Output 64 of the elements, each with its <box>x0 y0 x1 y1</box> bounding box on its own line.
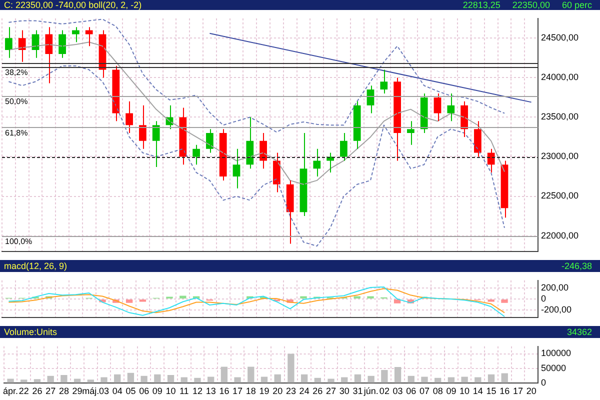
y-tick-label: 24000,00 <box>541 72 579 82</box>
x-tick-label: 22 <box>18 386 29 396</box>
x-tick-label: 28 <box>58 386 69 396</box>
x-tick-label: 13 <box>206 386 216 396</box>
x-tick-label: 06 <box>406 386 416 396</box>
x-tick-label: 24 <box>299 386 310 396</box>
x-tick-label: 15 <box>486 386 496 396</box>
x-tick-label: 26 <box>312 386 323 396</box>
x-tick-label: 27 <box>46 386 56 396</box>
y-tick-label: 0 <box>541 378 546 388</box>
x-tick-label: 12 <box>192 386 202 396</box>
text: 60 perc <box>562 0 592 10</box>
x-tick-label: máj. <box>82 386 100 396</box>
y-tick-label: 0 <box>541 293 546 304</box>
y-tick-label: 50000 <box>541 362 566 373</box>
text: 22350,00 <box>512 0 550 10</box>
annotation: 50,0% <box>5 97 28 106</box>
x-tick-label: 06 <box>139 386 150 396</box>
x-tick-label: 04 <box>112 386 122 396</box>
x-tick-label: 17 <box>232 386 243 396</box>
x-tick-label: 31 <box>352 386 363 396</box>
text: 22813,25 <box>462 0 500 10</box>
y-tick-label: 23500,00 <box>541 112 579 122</box>
y-tick-label: -200,00 <box>541 304 572 314</box>
x-tick-label: 20 <box>526 386 536 396</box>
chart-title: macd(12, 26, 9) <box>4 260 68 272</box>
x-tick-label: 14 <box>472 386 483 396</box>
x-tick-label: 29 <box>72 386 82 396</box>
y-tick-label: 100000 <box>541 348 572 358</box>
x-tick-label: jún. <box>362 386 378 396</box>
annotation: 38,2% <box>5 68 28 77</box>
y-tick-label: 200,00 <box>541 282 569 293</box>
x-tick-label: 26 <box>32 386 42 396</box>
x-tick-label: 05 <box>126 386 136 396</box>
text: 34362 <box>566 326 592 338</box>
x-tick-label: 10 <box>166 386 176 396</box>
x-tick-label: 07 <box>419 386 430 396</box>
x-tick-label: 16 <box>500 386 510 396</box>
x-tick-label: 23 <box>286 386 296 396</box>
annotation: 100,0% <box>5 236 32 246</box>
x-tick-label: ápr. <box>3 386 18 396</box>
chart-title: C: 22350,00 -740,00 boll(20, 2, -2) <box>4 0 142 10</box>
x-tick-label: 17 <box>512 386 523 396</box>
x-tick-label: 10 <box>460 386 470 396</box>
chart-title: Volume:Units <box>4 326 58 338</box>
x-tick-label: 11 <box>179 386 189 396</box>
x-tick-label: 03 <box>392 386 403 396</box>
y-tick-label: 23000,00 <box>541 151 579 162</box>
x-tick-label: 09 <box>446 386 456 396</box>
x-tick-label: 20 <box>272 386 283 396</box>
annotation: 61,8% <box>5 128 28 138</box>
x-tick-label: 30 <box>339 386 350 396</box>
x-tick-label: 18 <box>246 386 256 396</box>
x-tick-label: 02 <box>379 386 390 396</box>
x-tick-label: 08 <box>432 386 443 396</box>
x-tick-label: 03 <box>99 386 110 396</box>
text: -246,38 <box>561 260 592 272</box>
y-tick-label: 22000,00 <box>541 230 579 240</box>
x-tick-label: 09 <box>152 386 162 396</box>
y-tick-label: 22500,00 <box>541 190 579 201</box>
x-tick-label: 16 <box>219 386 230 396</box>
x-tick-label: 19 <box>259 386 270 396</box>
y-tick-label: 24500,00 <box>541 32 579 43</box>
x-tick-label: 27 <box>326 386 336 396</box>
